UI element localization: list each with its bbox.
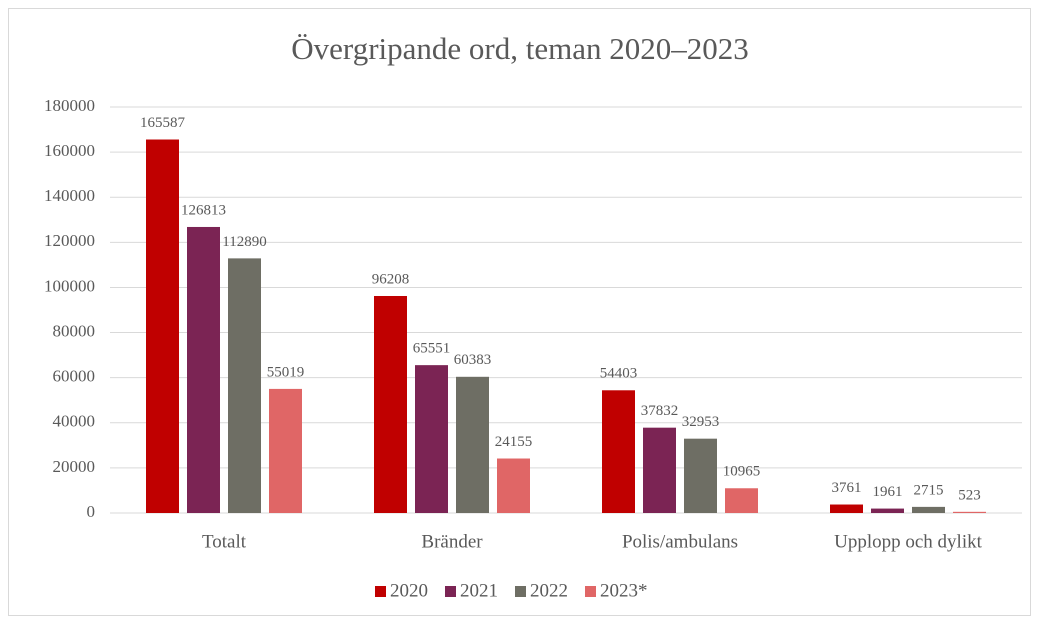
data-label: 126813: [181, 202, 226, 218]
data-label: 165587: [140, 115, 186, 131]
x-tick-label: Polis/ambulans: [622, 531, 738, 552]
legend-swatch: [515, 586, 526, 597]
legend-label: 2023*: [600, 580, 648, 601]
x-tick-label: Totalt: [202, 531, 247, 552]
bar: [684, 438, 717, 513]
data-label: 2715: [914, 482, 944, 498]
bar: [643, 427, 676, 513]
x-tick-label: Bränder: [421, 531, 483, 552]
y-tick-label: 140000: [44, 186, 95, 205]
bar: [415, 365, 448, 513]
legend-swatch: [585, 586, 596, 597]
chart-title: Övergripande ord, teman 2020–2023: [291, 31, 748, 66]
data-label: 523: [958, 487, 981, 503]
y-tick-label: 180000: [44, 96, 95, 115]
bar: [228, 258, 261, 513]
y-tick-label: 20000: [53, 457, 96, 476]
legend-swatch: [375, 586, 386, 597]
data-label: 10965: [723, 464, 761, 480]
y-tick-label: 0: [87, 502, 96, 521]
data-label: 96208: [372, 271, 410, 287]
bar: [456, 376, 489, 513]
y-tick-label: 100000: [44, 276, 95, 295]
legend-label: 2020: [390, 580, 428, 601]
legend-swatch: [445, 586, 456, 597]
data-label: 54403: [600, 366, 638, 382]
y-tick-label: 40000: [53, 412, 96, 431]
y-tick-label: 120000: [44, 231, 95, 250]
data-label: 65551: [413, 341, 451, 357]
data-label: 112890: [222, 234, 266, 250]
bar: [497, 458, 530, 513]
y-tick-label: 60000: [53, 367, 96, 386]
bar: [187, 226, 220, 513]
bar: [725, 488, 758, 513]
x-tick-label: Upplopp och dylikt: [834, 531, 982, 552]
data-label: 37832: [641, 403, 679, 419]
data-label: 3761: [832, 480, 862, 496]
data-label: 1961: [873, 484, 903, 500]
bar: [953, 511, 986, 513]
data-label: 60383: [454, 352, 492, 368]
bar: [374, 295, 407, 513]
bar: [146, 139, 179, 513]
bar: [269, 388, 302, 513]
bar: [912, 506, 945, 513]
data-label: 55019: [267, 364, 305, 380]
y-tick-label: 80000: [53, 321, 96, 340]
legend-label: 2021: [460, 580, 498, 601]
data-label: 24155: [495, 434, 533, 450]
data-label: 32953: [682, 414, 720, 430]
bar: [830, 504, 863, 513]
bar: [602, 390, 635, 513]
y-tick-label: 160000: [44, 141, 95, 160]
bar: [871, 508, 904, 513]
legend-label: 2022: [530, 580, 568, 601]
